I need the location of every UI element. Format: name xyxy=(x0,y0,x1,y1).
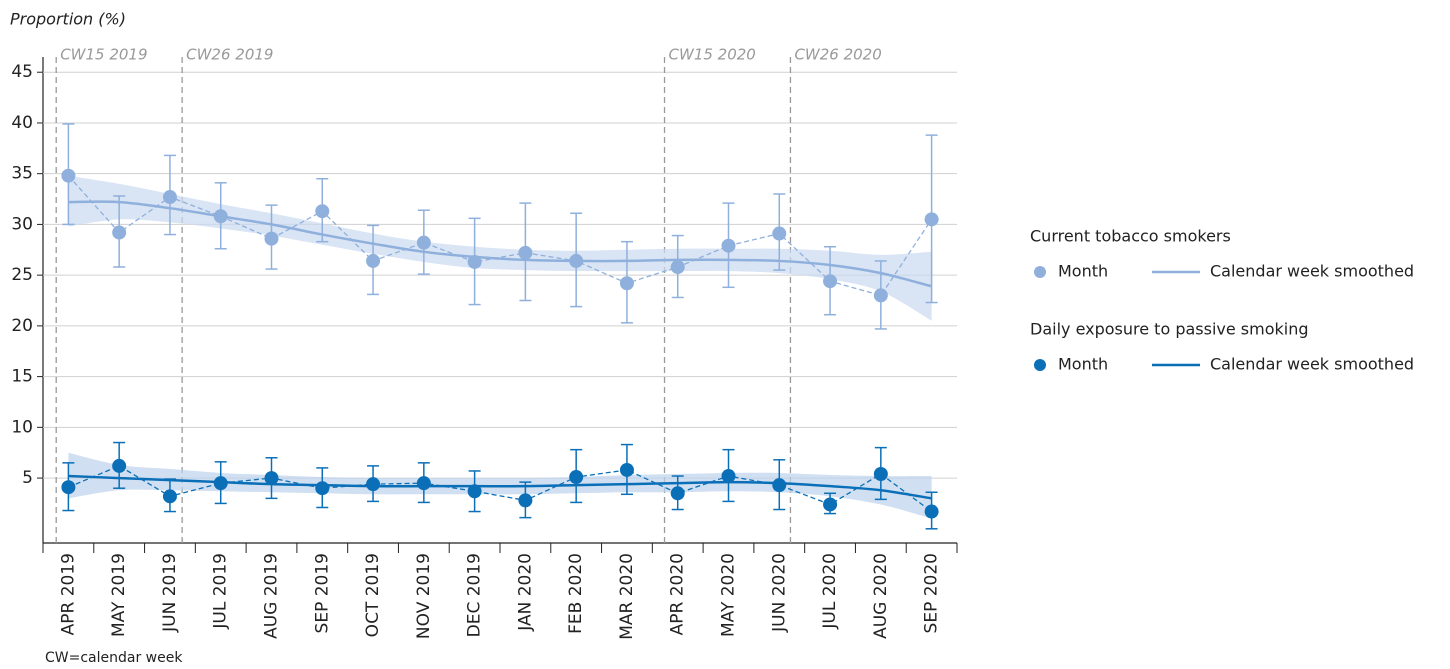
point xyxy=(264,231,279,246)
point xyxy=(467,254,482,269)
point xyxy=(721,469,736,484)
point xyxy=(213,209,228,224)
point xyxy=(772,478,787,493)
point xyxy=(416,476,431,491)
y-tick-label: 15 xyxy=(11,367,33,387)
x-tick-label: JAN 2020 xyxy=(515,553,535,632)
point xyxy=(264,471,279,486)
point xyxy=(416,235,431,250)
point xyxy=(924,504,939,519)
confidence-band xyxy=(68,175,932,321)
point xyxy=(162,489,177,504)
x-tick-label: NOV 2019 xyxy=(414,553,434,639)
x-tick-label: APR 2019 xyxy=(58,553,78,635)
annotation: CW15 2020 xyxy=(669,46,756,64)
legend-label: Month xyxy=(1058,355,1108,374)
legend-label: Calendar week smoothed xyxy=(1210,262,1414,281)
point xyxy=(670,486,685,501)
point xyxy=(315,204,330,219)
legend-label: Month xyxy=(1058,262,1108,281)
point xyxy=(61,168,76,183)
legend-marker xyxy=(1034,359,1046,371)
x-tick-label: JUL 2020 xyxy=(820,553,840,630)
y-tick-label: 45 xyxy=(11,62,33,82)
point xyxy=(112,458,127,473)
point xyxy=(61,480,76,495)
x-tick-label: MAY 2019 xyxy=(109,553,129,637)
y-tick-label: 25 xyxy=(11,265,33,285)
legend-label: Calendar week smoothed xyxy=(1210,355,1414,374)
x-tick-label: MAR 2020 xyxy=(617,553,637,640)
annotation: CW15 2019 xyxy=(60,46,147,64)
y-tick-label: 5 xyxy=(22,468,33,488)
month-line xyxy=(67,175,933,297)
y-tick-label: 30 xyxy=(11,214,33,234)
point xyxy=(823,497,838,512)
x-tick-label: JUN 2019 xyxy=(160,553,180,633)
legend-title: Daily exposure to passive smoking xyxy=(1030,320,1309,339)
point xyxy=(518,493,533,508)
legend-title: Current tobacco smokers xyxy=(1030,227,1231,246)
point xyxy=(670,260,685,275)
x-tick-label: JUL 2019 xyxy=(211,553,231,630)
point xyxy=(569,470,584,485)
legend-marker xyxy=(1034,266,1046,278)
point xyxy=(315,481,330,496)
point xyxy=(366,477,381,492)
x-tick-label: SEP 2020 xyxy=(922,553,942,633)
x-tick-label: JUN 2020 xyxy=(769,553,789,633)
point xyxy=(366,253,381,268)
point xyxy=(112,225,127,240)
x-tick-label: FEB 2020 xyxy=(566,553,586,634)
point xyxy=(721,238,736,253)
point xyxy=(467,484,482,499)
point xyxy=(619,276,634,291)
footnote: CW=calendar week xyxy=(45,650,183,666)
x-tick-label: SEP 2019 xyxy=(312,553,332,633)
point xyxy=(162,190,177,205)
point xyxy=(619,462,634,477)
point xyxy=(213,476,228,491)
point xyxy=(772,226,787,241)
point xyxy=(823,274,838,289)
annotation: CW26 2019 xyxy=(186,46,273,64)
point xyxy=(569,253,584,268)
y-axis-label: Proportion (%) xyxy=(10,10,126,29)
x-tick-label: AUG 2019 xyxy=(262,553,282,639)
point xyxy=(518,245,533,260)
y-tick-label: 40 xyxy=(11,113,33,133)
x-tick-label: DEC 2019 xyxy=(465,553,485,637)
x-tick-label: AUG 2020 xyxy=(871,553,891,639)
y-tick-label: 10 xyxy=(11,417,33,437)
y-tick-label: 20 xyxy=(11,316,33,336)
point xyxy=(924,212,939,227)
y-tick-label: 35 xyxy=(11,164,33,184)
x-tick-label: OCT 2019 xyxy=(363,553,383,637)
point xyxy=(873,288,888,303)
x-tick-label: APR 2020 xyxy=(668,553,688,635)
month-line xyxy=(68,465,932,513)
annotation: CW26 2020 xyxy=(794,46,881,64)
x-tick-label: MAY 2020 xyxy=(719,553,739,637)
point xyxy=(873,467,888,482)
